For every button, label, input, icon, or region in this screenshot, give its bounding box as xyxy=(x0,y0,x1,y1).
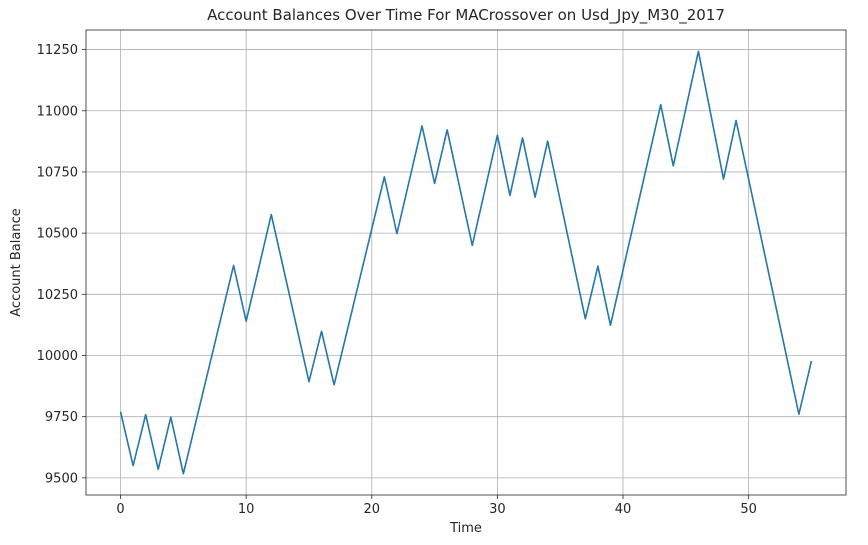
series-line xyxy=(119,50,813,475)
x-tick-label: 10 xyxy=(238,502,255,517)
y-axis-label: Account Balance xyxy=(9,208,24,316)
x-tick-label: 0 xyxy=(116,502,124,517)
x-axis-label: Time xyxy=(449,521,482,536)
series-layer xyxy=(119,50,813,475)
x-tick-label: 50 xyxy=(740,502,757,517)
y-tick-label: 9750 xyxy=(45,410,78,425)
grid xyxy=(86,30,846,495)
plot-frame xyxy=(85,29,847,496)
x-tick-label: 20 xyxy=(364,502,381,517)
y-tick-label: 11000 xyxy=(37,104,78,119)
y-tick-label: 9500 xyxy=(45,471,78,486)
x-tick-label: 30 xyxy=(489,502,506,517)
y-tick-label: 11250 xyxy=(37,43,78,58)
chart-title: Account Balances Over Time For MACrossov… xyxy=(207,6,725,25)
y-tick-label: 10250 xyxy=(37,288,78,303)
ticks: 0 10 20 30 40 50 9500 9750 10000 10250 10500 10750 1… xyxy=(37,43,757,517)
y-tick-label: 10000 xyxy=(37,349,78,364)
y-tick-label: 10750 xyxy=(37,165,78,180)
x-tick-label: 40 xyxy=(615,502,632,517)
y-tick-label: 10500 xyxy=(37,227,78,242)
